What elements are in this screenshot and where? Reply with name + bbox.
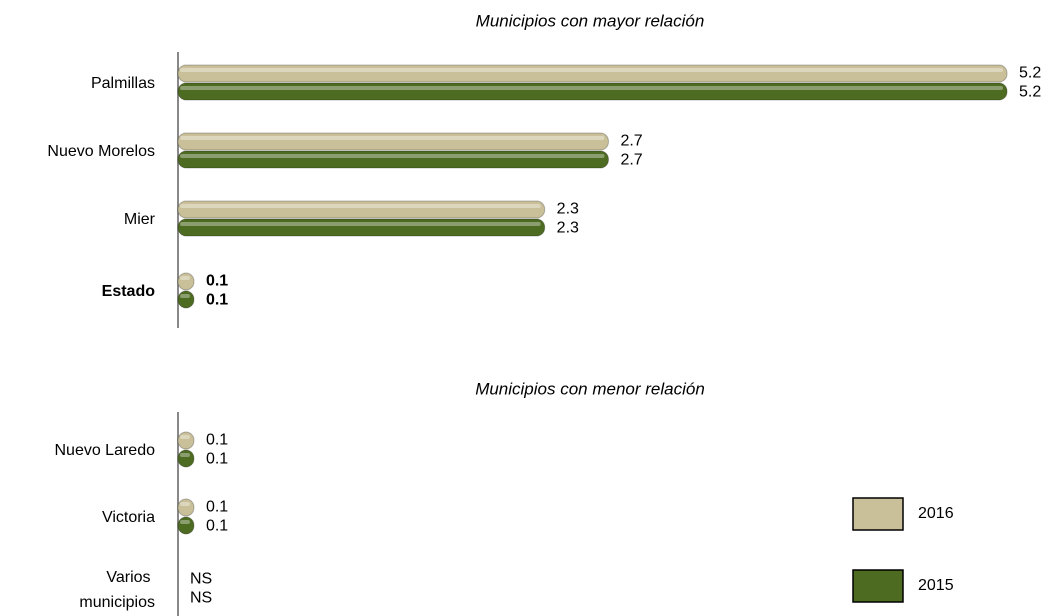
bar-shine [180,276,190,280]
bar-shine [180,68,1004,72]
bar [177,150,609,169]
bar-shine [180,453,190,457]
value-label: 2.7 [620,133,642,150]
value-label: 0.1 [206,273,228,290]
bar [177,290,195,309]
value-label: 0.1 [206,292,228,309]
category-label: Nuevo Laredo [54,442,155,459]
category-label: Estado [102,283,156,300]
value-label: NS [190,571,212,588]
bar [177,200,546,219]
bar-shine [180,136,605,140]
bar-shine [180,154,605,158]
chart-title: Municipios con mayor relación [476,11,705,30]
bar-shine [180,520,190,524]
legend-label: 2016 [918,505,954,522]
category-label: Mier [124,211,156,228]
bar [177,82,1008,101]
bar-shine [180,502,190,506]
value-label: 2.3 [557,220,579,237]
legend-swatch [852,497,904,531]
bar-shine [180,222,541,226]
bar [177,498,195,517]
bar-shine [180,86,1004,90]
value-label: 0.1 [206,432,228,449]
value-label: 5.2 [1019,65,1041,82]
value-label: 0.1 [206,499,228,516]
value-label: 2.7 [620,152,642,169]
legend-swatch [852,569,904,603]
value-label: 0.1 [206,451,228,468]
value-label: NS [190,590,212,607]
legend-label: 2015 [918,577,954,594]
bar [177,449,195,468]
bar-shine [180,435,190,439]
value-label: 2.3 [557,201,579,218]
bar [177,272,195,291]
category-label: Victoria [102,509,155,526]
bar-shine [180,204,541,208]
chart-title: Municipios con menor relación [475,379,705,398]
value-label: 5.2 [1019,84,1041,101]
category-label: Varios municipios [79,569,155,611]
bar-shine [180,294,190,298]
bar [177,431,195,450]
bar [177,64,1008,83]
category-label: Nuevo Morelos [47,143,155,160]
value-label: 0.1 [206,518,228,535]
bar [177,218,546,237]
bar [177,516,195,535]
bar [177,132,609,151]
category-label: Palmillas [91,75,155,92]
